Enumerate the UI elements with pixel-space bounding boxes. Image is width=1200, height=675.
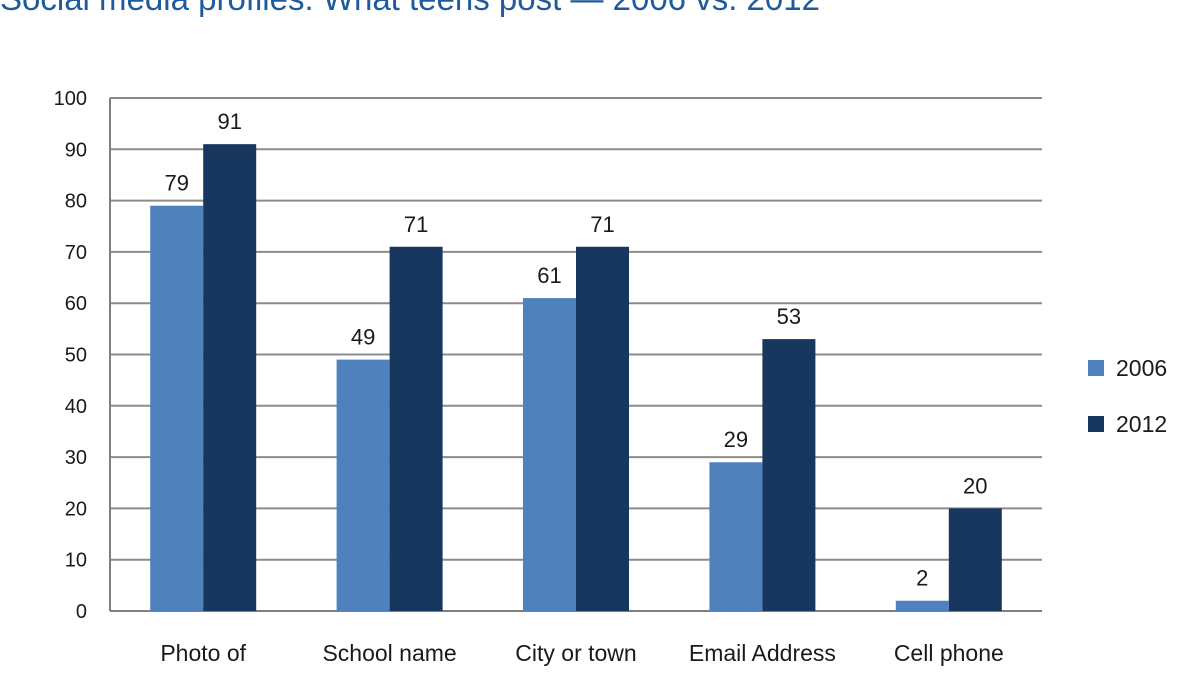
x-category-label: Photo of <box>160 640 246 666</box>
data-label-photo-of-2006: 79 <box>164 171 188 196</box>
legend-label-2006: 2006 <box>1116 355 1167 381</box>
x-category-label: City or town <box>515 640 636 666</box>
chart-title: Social media profiles: What teens post —… <box>0 0 820 17</box>
bar-cell-phone-2012 <box>948 508 1002 611</box>
data-label-city-or-town-2012: 71 <box>590 212 614 237</box>
data-label-school-name-2012: 71 <box>404 212 428 237</box>
y-tick-label: 0 <box>76 601 87 623</box>
y-tick-label: 90 <box>65 139 87 161</box>
x-category-label: School name <box>322 640 456 666</box>
data-label-photo-of-2012: 91 <box>217 109 241 134</box>
data-label-city-or-town-2006: 61 <box>537 263 561 288</box>
y-tick-label: 10 <box>65 550 87 572</box>
y-tick-label: 100 <box>54 88 87 110</box>
x-category-label: Cell phone <box>894 640 1004 666</box>
x-category-label: Email Address <box>689 640 836 666</box>
bars <box>150 144 1002 612</box>
legend-swatch-2012 <box>1088 416 1104 432</box>
data-label-email-address-2012: 53 <box>777 304 801 329</box>
legend-label-2012: 2012 <box>1116 411 1167 437</box>
legend: 2006 2012 <box>1088 355 1167 437</box>
bar-email-address-2012 <box>762 339 816 611</box>
data-label-email-address-2006: 29 <box>724 427 748 452</box>
y-tick-label: 80 <box>65 191 87 213</box>
bar-school-name-2012 <box>389 246 443 611</box>
bar-email-address-2006 <box>709 462 763 611</box>
bar-school-name-2006 <box>336 359 390 611</box>
bar-photo-of-2006 <box>150 205 204 612</box>
data-label-cell-phone-2006: 2 <box>916 566 928 591</box>
bar-photo-of-2012 <box>203 144 257 612</box>
bar-city-or-town-2006 <box>523 298 576 611</box>
y-tick-label: 30 <box>65 447 87 469</box>
y-tick-label: 40 <box>65 396 87 418</box>
axes: 0 10 20 30 40 50 60 70 80 90 100 Photo of School nam… <box>54 88 1042 666</box>
y-tick-label: 70 <box>65 242 87 264</box>
data-labels: 79 91 49 71 61 71 29 53 2 20 <box>164 109 987 591</box>
bar-cell-phone-2006 <box>895 600 949 611</box>
bar-city-or-town-2012 <box>576 246 629 611</box>
data-label-cell-phone-2012: 20 <box>963 473 987 498</box>
data-label-school-name-2006: 49 <box>351 325 375 350</box>
y-tick-label: 60 <box>65 293 87 315</box>
y-tick-label: 50 <box>65 345 87 367</box>
legend-swatch-2006 <box>1088 360 1104 376</box>
y-tick-label: 20 <box>65 498 87 520</box>
